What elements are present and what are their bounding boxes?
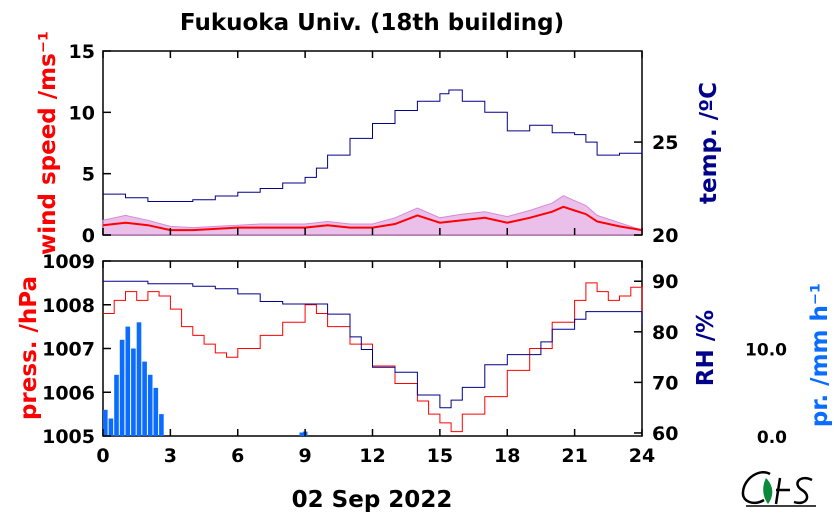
- precipitation-bar: [153, 387, 159, 436]
- humidity-line: [103, 280, 643, 409]
- wind-y-tick-label: 15: [69, 41, 95, 63]
- precipitation-bar: [119, 339, 125, 437]
- precipitation-bar: [142, 361, 147, 436]
- pressure-y-tick-label: 1009: [42, 251, 95, 273]
- precipitation-bar: [108, 418, 114, 436]
- pressure-y-tick-label: 1006: [42, 382, 95, 404]
- precip-y-tick-label: 0.0: [757, 428, 787, 448]
- chart-title: Fukuoka Univ. (18th building): [180, 10, 564, 36]
- wind-speed-axis-label: wind speed /ms⁻¹: [35, 31, 61, 255]
- bottom-plot-series: [103, 280, 643, 437]
- x-tick-label: 9: [299, 445, 312, 467]
- precip-y-tick-label: 10.0: [745, 341, 787, 361]
- precipitation-bar: [299, 432, 305, 436]
- top-plot-series: [102, 89, 643, 236]
- precipitation-bar: [103, 409, 108, 437]
- rh-y-tick-label: 70: [652, 372, 678, 394]
- precipitation-bar: [125, 326, 131, 436]
- date-label: 02 Sep 2022: [292, 487, 453, 513]
- bottom-plot-axes: 1005 1006 1007 1008 1009 60 70 80 90 0.0 10.0 0 3 6 9 1…: [42, 251, 787, 467]
- rh-y-tick-label: 80: [652, 322, 678, 344]
- x-tick-label: 18: [494, 445, 520, 467]
- x-tick-label: 3: [164, 445, 177, 467]
- temp-y-tick-label: 20: [652, 225, 678, 247]
- rh-axis-label: RH /%: [693, 310, 719, 386]
- institution-logo: [741, 471, 816, 507]
- x-tick-label: 0: [96, 445, 109, 467]
- precipitation-axis-label: pr. /mm h⁻¹: [807, 283, 833, 427]
- wind-gust-area: [102, 195, 643, 236]
- x-tick-label: 24: [629, 445, 655, 467]
- rh-y-tick-label: 90: [652, 271, 678, 293]
- x-tick-label: 21: [561, 445, 587, 467]
- x-tick-label: 15: [427, 445, 453, 467]
- wind-y-tick-label: 0: [82, 225, 95, 247]
- temperature-line: [103, 89, 643, 202]
- pressure-y-tick-label: 1005: [42, 426, 95, 448]
- top-plot-axes: 0 5 10 15 20 25: [69, 41, 679, 247]
- precipitation-bar: [136, 322, 142, 437]
- rh-y-tick-label: 60: [652, 423, 678, 445]
- x-tick-label: 6: [231, 445, 244, 467]
- pressure-line: [103, 282, 643, 433]
- temp-y-tick-label: 25: [652, 132, 678, 154]
- pressure-axis-label: press. /hPa: [16, 276, 42, 420]
- x-tick-label: 12: [359, 445, 385, 467]
- wind-y-tick-label: 10: [69, 102, 95, 124]
- precipitation-bar: [159, 414, 164, 436]
- wind-speed-line: [102, 205, 643, 232]
- precipitation-bar: [114, 374, 119, 437]
- wind-y-tick-label: 5: [82, 164, 95, 186]
- precipitation-bar: [131, 348, 136, 436]
- temperature-axis-label: temp. /ºC: [696, 82, 722, 204]
- pressure-y-tick-label: 1008: [42, 295, 95, 317]
- pressure-y-tick-label: 1007: [42, 339, 95, 361]
- precipitation-bar: [147, 374, 153, 437]
